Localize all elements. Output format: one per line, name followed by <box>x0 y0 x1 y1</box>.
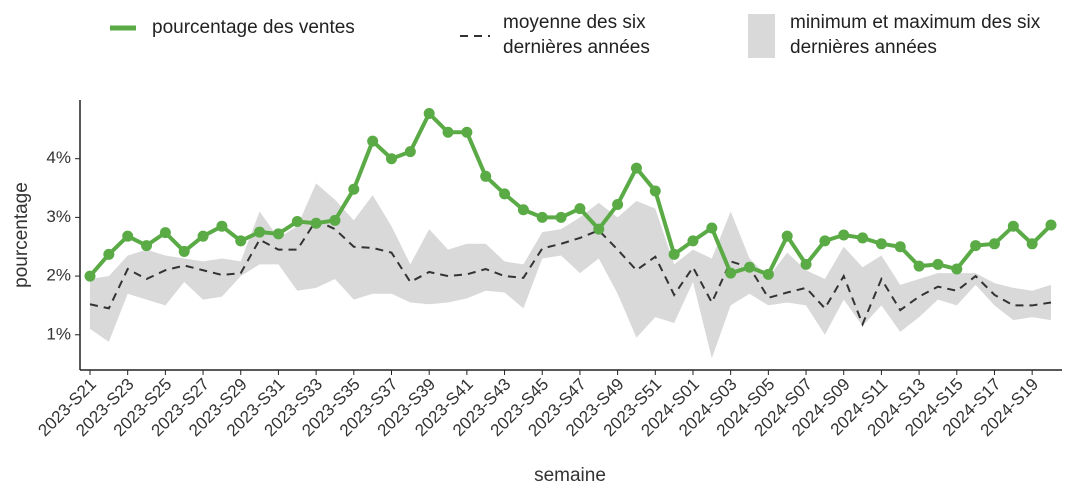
point <box>348 183 360 195</box>
band-area <box>90 183 1051 359</box>
y-tick-label: 2% <box>46 266 71 285</box>
point <box>1007 220 1019 232</box>
y-tick-label: 4% <box>46 148 71 167</box>
point <box>706 222 718 234</box>
point <box>499 188 511 200</box>
legend-label: moyenne des six dernières années <box>503 12 650 58</box>
point <box>913 260 925 272</box>
point <box>668 248 680 260</box>
series-line <box>88 110 1053 278</box>
point <box>649 185 661 197</box>
point <box>480 170 492 182</box>
point <box>272 228 284 240</box>
point <box>122 230 134 242</box>
point <box>800 258 812 270</box>
point <box>612 198 624 210</box>
point <box>461 126 473 138</box>
point <box>744 261 756 273</box>
point <box>762 268 774 280</box>
point <box>970 240 982 252</box>
point <box>103 248 115 260</box>
point <box>875 238 887 250</box>
y-tick-label: 1% <box>46 324 71 343</box>
point <box>574 203 586 215</box>
y-tick-label: 3% <box>46 207 71 226</box>
point <box>593 223 605 235</box>
point <box>84 270 96 282</box>
point <box>630 162 642 174</box>
point <box>988 238 1000 250</box>
point <box>687 235 699 247</box>
legend-label: minimum et maximum des six dernières ann… <box>790 12 1041 58</box>
point <box>932 258 944 270</box>
point <box>517 204 529 216</box>
point <box>894 241 906 253</box>
point <box>197 230 209 242</box>
point <box>725 267 737 279</box>
point <box>536 211 548 223</box>
point <box>1026 238 1038 250</box>
point <box>329 214 341 226</box>
point <box>159 227 171 239</box>
point <box>819 235 831 247</box>
y-axis-title: pourcentage <box>11 182 32 288</box>
point <box>254 226 266 238</box>
point <box>235 235 247 247</box>
point <box>291 216 303 227</box>
point <box>857 232 869 244</box>
point <box>216 220 228 232</box>
point <box>442 126 454 138</box>
point <box>367 135 379 147</box>
point <box>555 211 567 223</box>
point <box>404 146 416 158</box>
point <box>423 108 435 119</box>
point <box>1045 219 1057 231</box>
point <box>141 240 153 252</box>
series-line <box>89 219 1052 327</box>
point <box>178 245 190 257</box>
point <box>310 217 322 229</box>
legend-swatch-band <box>748 14 775 58</box>
point <box>951 263 963 275</box>
point <box>838 229 850 241</box>
legend-label: pourcentage des ventes <box>152 17 355 38</box>
point <box>781 230 793 242</box>
x-axis-title: semaine <box>534 465 606 486</box>
point <box>385 153 397 165</box>
